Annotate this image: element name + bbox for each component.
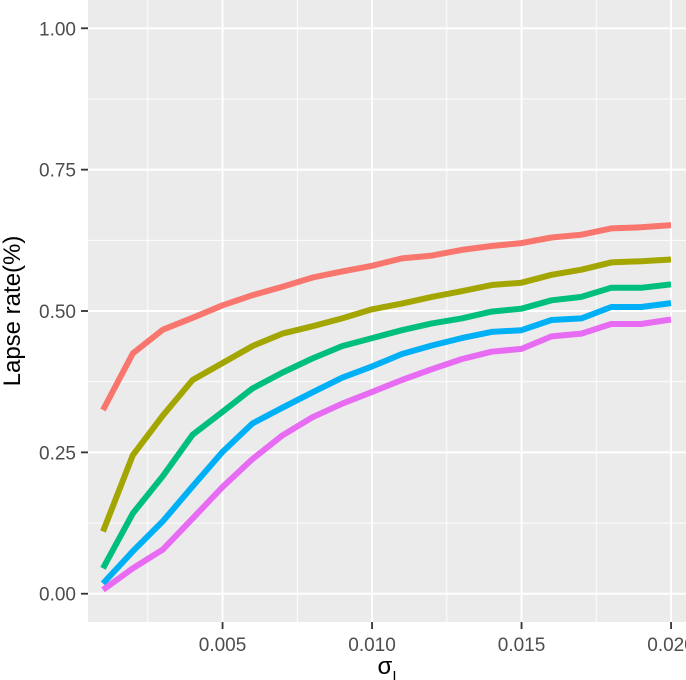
x-axis: 0.005 0.010 0.015 0.020 xyxy=(199,622,686,656)
y-tick-label: 0.00 xyxy=(39,585,76,606)
y-axis-title: Lapse rate(%) xyxy=(0,236,26,387)
x-tick-label: 0.010 xyxy=(348,635,396,656)
x-tick-label: 0.005 xyxy=(199,635,247,656)
y-axis: 0.00 0.25 0.50 0.75 1.00 xyxy=(39,19,88,606)
y-tick-label: 0.75 xyxy=(39,161,76,182)
series-line-5 xyxy=(101,316,672,593)
x-tick-label: 0.015 xyxy=(498,635,546,656)
x-axis-title-symbol: σ xyxy=(378,653,393,680)
x-axis-title: σI xyxy=(378,653,397,680)
y-tick-label: 1.00 xyxy=(39,19,76,40)
series-lines xyxy=(100,222,672,593)
series-line-1 xyxy=(100,222,672,412)
series-line-2 xyxy=(100,256,672,533)
x-axis-title-subscript: I xyxy=(392,668,396,680)
series-line-3 xyxy=(100,281,672,570)
x-tick-label: 0.020 xyxy=(647,635,686,656)
series-line-4 xyxy=(100,300,672,586)
y-tick-label: 0.25 xyxy=(39,443,76,464)
y-tick-label: 0.50 xyxy=(39,302,76,323)
